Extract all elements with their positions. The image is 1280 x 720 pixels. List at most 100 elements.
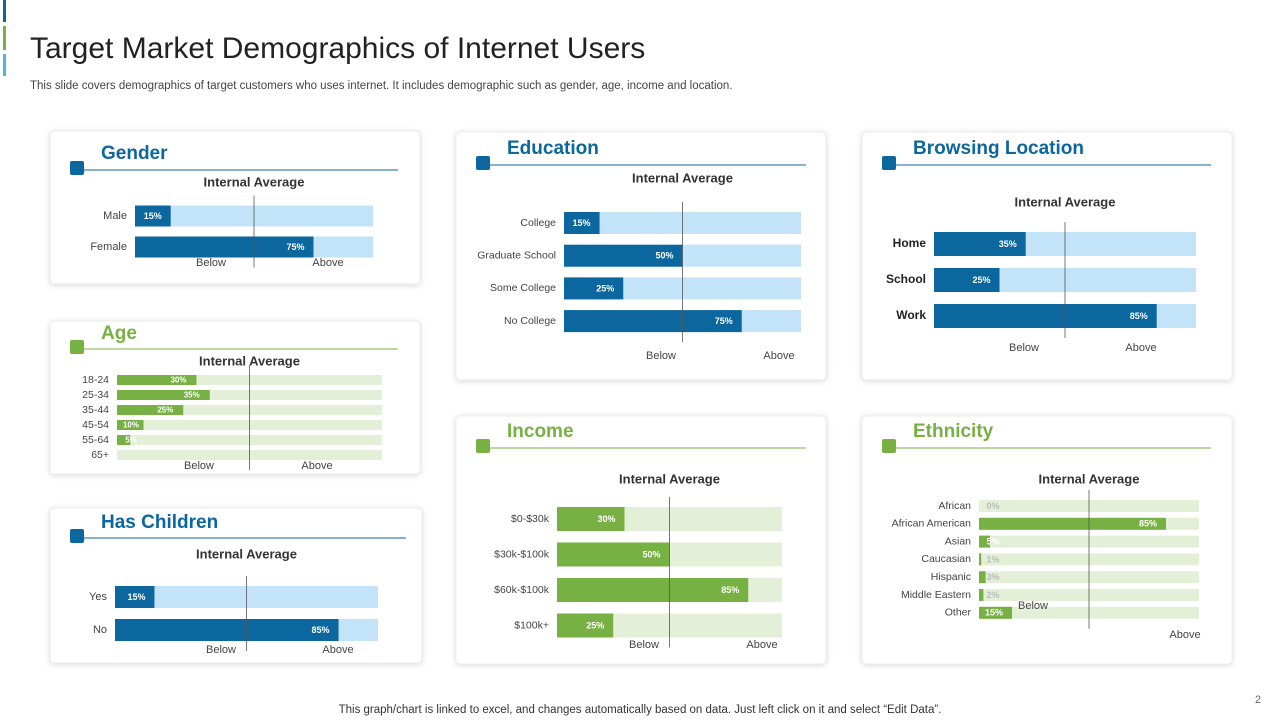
- bar: [564, 212, 600, 234]
- bar: [564, 277, 624, 300]
- value-label: 5%: [125, 436, 137, 445]
- bar: [979, 553, 982, 566]
- bar: [979, 571, 986, 584]
- bar: [564, 244, 683, 267]
- category-label: Male: [103, 210, 127, 222]
- category-label: College: [520, 217, 556, 229]
- category-label: $100k+: [514, 619, 549, 631]
- bar: [934, 232, 1026, 256]
- bar: [934, 268, 1000, 292]
- category-label: Home: [893, 236, 927, 250]
- bar: [564, 310, 742, 333]
- category-label: 55-64: [82, 434, 109, 446]
- category-label: 35-44: [82, 404, 109, 416]
- chart-subtitle: Internal Average: [619, 471, 720, 486]
- category-label: Female: [90, 241, 127, 253]
- value-label: 50%: [655, 251, 673, 261]
- bar: [117, 435, 131, 445]
- value-label: 30%: [597, 514, 615, 524]
- bar: [557, 542, 670, 567]
- page-number: 2: [1255, 694, 1261, 706]
- value-label: 15%: [573, 218, 591, 228]
- accent: [3, 0, 6, 22]
- category-label: Middle Eastern: [901, 589, 971, 601]
- value-label: 5%: [986, 536, 999, 546]
- title-marker: [70, 161, 84, 175]
- category-label: $60k-$100k: [494, 584, 550, 596]
- chart-title: Has Children: [101, 512, 218, 533]
- value-label: 10%: [123, 421, 139, 430]
- chart-title: Age: [101, 323, 137, 344]
- footer-note: This graph/chart is linked to excel, and…: [339, 704, 942, 716]
- category-label: Other: [945, 607, 972, 619]
- bar: [979, 517, 1166, 530]
- chart-title: Ethnicity: [913, 421, 994, 442]
- bar: [117, 405, 184, 415]
- axis-label: Below: [646, 350, 676, 362]
- value-label: 0%: [986, 501, 999, 511]
- category-label: 25-34: [82, 389, 109, 401]
- axis-label: Above: [763, 350, 794, 362]
- value-label: 15%: [127, 592, 145, 602]
- bar: [557, 578, 749, 602]
- slide-subtitle: This slide covers demographics of target…: [30, 80, 733, 92]
- bar: [135, 236, 314, 258]
- slide-title: Target Market Demographics of Internet U…: [30, 32, 645, 65]
- chart-subtitle: Internal Average: [204, 174, 305, 189]
- category-label: Some College: [490, 282, 556, 294]
- category-label: $0-$30k: [511, 513, 550, 525]
- category-label: 45-54: [82, 419, 109, 431]
- axis-label: Below: [184, 460, 214, 472]
- bar: [115, 619, 339, 641]
- axis-label: Above: [1125, 342, 1156, 354]
- value-label: 1%: [986, 554, 999, 564]
- chart-subtitle: Internal Average: [199, 353, 300, 368]
- bar: [115, 586, 155, 608]
- value-label: 75%: [286, 242, 304, 252]
- axis-label: Below: [196, 257, 226, 269]
- title-marker: [476, 156, 490, 170]
- category-label: School: [886, 272, 926, 286]
- axis-label: Below: [629, 639, 659, 651]
- value-label: 50%: [642, 549, 660, 559]
- category-label: 18-24: [82, 374, 109, 386]
- axis-label: Above: [746, 639, 777, 651]
- value-label: 2%: [986, 590, 999, 600]
- axis-label: Below: [1018, 600, 1048, 612]
- axis-label: Above: [312, 257, 343, 269]
- category-label: Caucasian: [921, 553, 971, 565]
- title-marker: [70, 529, 84, 543]
- category-label: Yes: [89, 591, 107, 603]
- accent: [3, 54, 6, 76]
- chart-subtitle: Internal Average: [1039, 471, 1140, 486]
- bar: [979, 535, 990, 548]
- category-label: Asian: [945, 535, 971, 547]
- value-label: 85%: [721, 585, 739, 595]
- category-label: Hispanic: [931, 571, 971, 583]
- title-marker: [476, 439, 490, 453]
- axis-label: Above: [1169, 629, 1200, 641]
- chart-title: Browsing Location: [913, 138, 1084, 159]
- value-label: 25%: [596, 283, 614, 293]
- category-label: Graduate School: [477, 249, 556, 261]
- value-label: 15%: [985, 608, 1003, 618]
- category-label: Work: [896, 308, 926, 322]
- value-label: 3%: [986, 572, 999, 582]
- chart-subtitle: Internal Average: [1015, 194, 1116, 209]
- chart-subtitle: Internal Average: [632, 170, 733, 185]
- value-label: 30%: [170, 376, 186, 385]
- title-marker: [882, 156, 896, 170]
- axis-label: Below: [1009, 342, 1039, 354]
- axis-label: Below: [206, 644, 236, 656]
- accent: [3, 26, 6, 50]
- chart-title: Gender: [101, 143, 168, 164]
- axis-label: Above: [322, 644, 353, 656]
- value-label: 35%: [184, 391, 200, 400]
- bar: [135, 205, 171, 227]
- category-label: 65+: [91, 449, 109, 461]
- category-label: $30k-$100k: [494, 548, 550, 560]
- bar: [979, 589, 984, 601]
- bar: [117, 375, 197, 385]
